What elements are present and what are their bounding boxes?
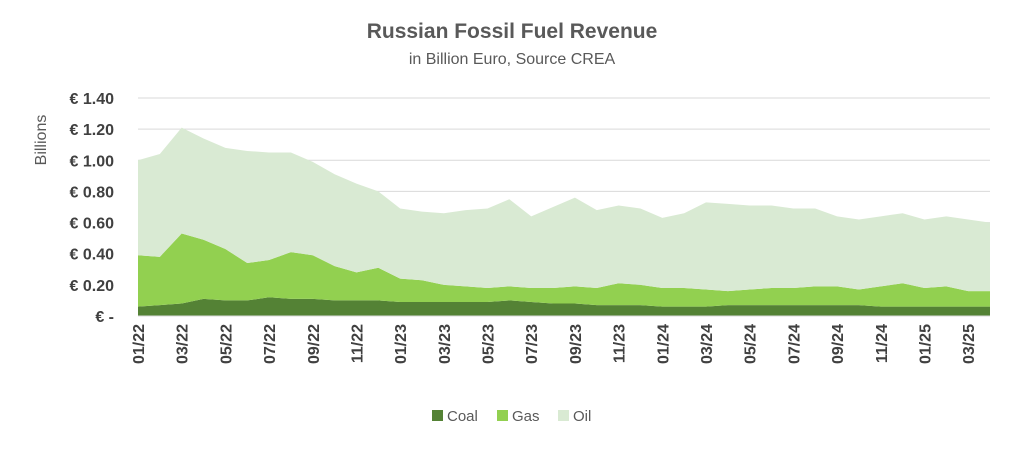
- y-axis-label: Billions: [33, 115, 50, 166]
- y-tick-label: € 1.40: [70, 91, 115, 108]
- x-tick-label: 05/24: [743, 324, 760, 364]
- x-tick-label: 07/24: [786, 324, 803, 364]
- x-tick-label: 09/22: [306, 324, 323, 364]
- x-tick-label: 01/24: [655, 324, 672, 364]
- x-tick-label: 11/22: [349, 324, 366, 363]
- x-tick-label: 09/24: [830, 324, 847, 364]
- y-tick-label: € 0.20: [70, 278, 115, 295]
- x-tick-label: 07/22: [262, 324, 279, 364]
- y-tick-label: € 0.40: [70, 247, 115, 264]
- x-tick-label: 11/23: [612, 324, 629, 363]
- x-tick-label: 07/23: [524, 324, 541, 364]
- y-axis-ticks: € - € 0.20 € 0.40 € 0.60 € 0.80 € 1.00 € 1.20 €…: [70, 91, 115, 326]
- area-gas: [138, 233, 990, 307]
- x-tick-label: 03/24: [699, 324, 716, 364]
- y-tick-label: € 1.20: [70, 122, 115, 139]
- area-series: [138, 127, 990, 317]
- legend-label-gas: Gas: [512, 408, 540, 425]
- legend-label-oil: Oil: [573, 408, 591, 425]
- y-tick-label: € 1.00: [70, 153, 115, 170]
- x-tick-label: 09/23: [568, 324, 585, 364]
- x-tick-label: 03/22: [175, 324, 192, 364]
- legend-swatch-oil: [558, 410, 569, 421]
- y-tick-label: € -: [95, 309, 114, 326]
- chart-subtitle: in Billion Euro, Source CREA: [409, 51, 616, 68]
- x-tick-label: 05/22: [218, 324, 235, 364]
- x-axis-ticks: 01/22 03/22 05/22 07/22 09/22 11/22 01/23 03/23…: [131, 324, 978, 364]
- x-tick-label: 11/24: [874, 324, 891, 363]
- legend-label-coal: Coal: [447, 408, 478, 425]
- y-tick-label: € 0.80: [70, 184, 115, 201]
- x-tick-label: 01/25: [917, 324, 934, 364]
- legend-swatch-gas: [497, 410, 508, 421]
- y-tick-label: € 0.60: [70, 216, 115, 233]
- x-tick-label: 05/23: [481, 324, 498, 364]
- legend: Coal Gas Oil: [432, 408, 591, 425]
- x-tick-label: 01/23: [393, 324, 410, 364]
- area-oil: [138, 127, 990, 292]
- x-tick-label: 01/22: [131, 324, 148, 364]
- x-tick-label: 03/23: [437, 324, 454, 364]
- chart-title: Russian Fossil Fuel Revenue: [367, 20, 658, 43]
- area-coal: [138, 297, 990, 316]
- legend-swatch-coal: [432, 410, 443, 421]
- x-tick-label: 03/25: [961, 324, 978, 364]
